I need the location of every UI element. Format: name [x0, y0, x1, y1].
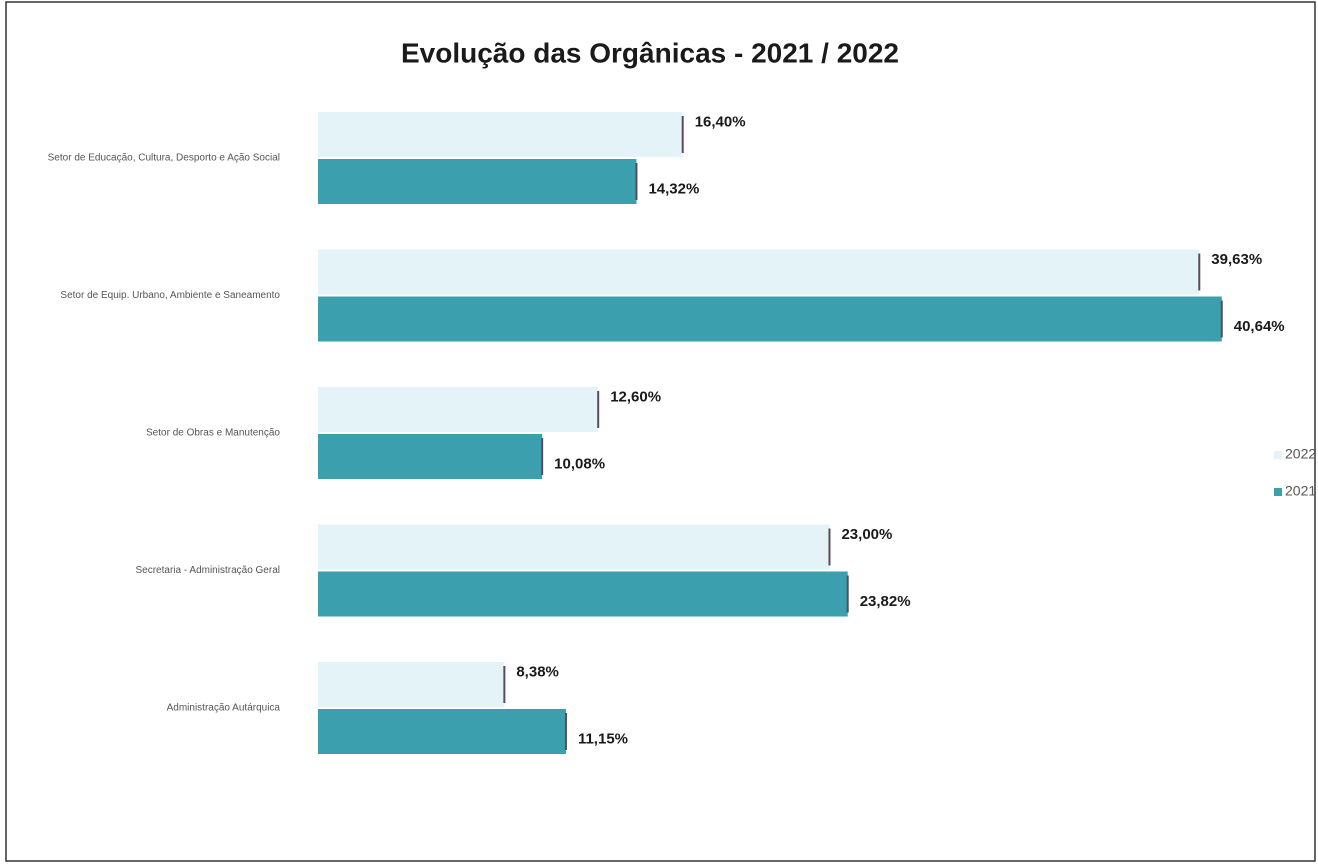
bar	[318, 709, 566, 754]
value-label: 16,40%	[695, 113, 746, 130]
category-label: Secretaria - Administração Geral	[135, 565, 280, 576]
bar	[318, 159, 637, 204]
legend-swatch	[1274, 488, 1282, 496]
category-label: Setor de Obras e Manutenção	[146, 428, 280, 439]
legend-label: 2022	[1285, 446, 1316, 462]
value-label: 39,63%	[1211, 251, 1262, 268]
value-label: 10,08%	[554, 455, 605, 472]
bar	[318, 434, 543, 479]
bar	[318, 296, 1222, 342]
legend-swatch	[1274, 451, 1282, 459]
legend-label: 2021	[1285, 483, 1316, 499]
value-label: 23,82%	[860, 593, 911, 610]
value-label: 12,60%	[610, 388, 661, 405]
category-label: Setor de Equip. Urbano, Ambiente e Sanea…	[60, 290, 280, 301]
bar	[318, 249, 1200, 295]
category-label: Administração Autárquica	[167, 703, 281, 714]
value-label: 14,32%	[648, 180, 699, 197]
bar	[318, 662, 505, 707]
bar	[318, 571, 848, 617]
category-label: Setor de Educação, Cultura, Desporto e A…	[48, 153, 280, 164]
frame	[5, 1, 1316, 862]
value-label: 8,38%	[516, 663, 559, 680]
value-label: 23,00%	[841, 526, 892, 543]
chart-title: Evolução das Orgânicas - 2021 / 2022	[401, 37, 899, 68]
bar	[318, 112, 683, 157]
bar	[318, 524, 830, 570]
bar	[318, 387, 599, 432]
value-label: 40,64%	[1234, 318, 1285, 335]
value-label: 11,15%	[578, 730, 628, 747]
